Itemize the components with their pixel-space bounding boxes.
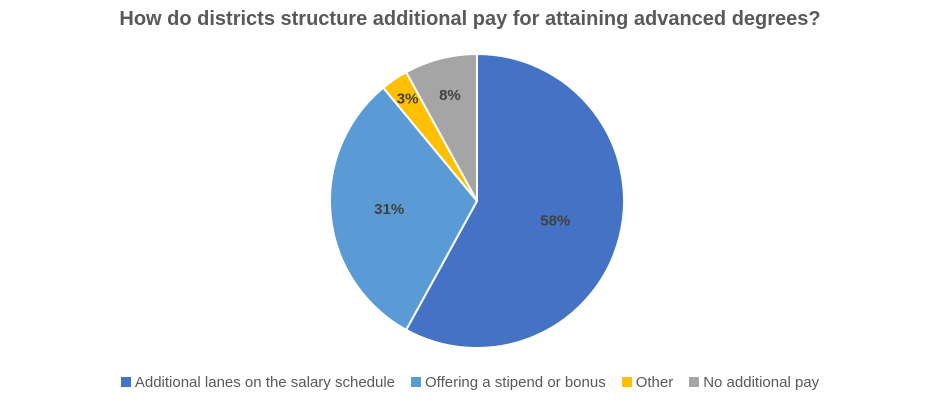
legend-label-3: No additional pay — [703, 373, 820, 391]
legend-item-1: Offering a stipend or bonus — [411, 374, 606, 391]
legend-label-2: Other — [635, 373, 674, 391]
legend-label-1: Offering a stipend or bonus — [425, 373, 606, 391]
pie-data-labels: 58% 31% 3% 8% — [374, 87, 570, 229]
pie-slice-0 — [404, 52, 625, 349]
chart-title: How do districts structure additional pa… — [119, 8, 821, 30]
legend-swatch-3 — [689, 377, 700, 387]
data-label-0: 58% — [540, 213, 570, 230]
legend-swatch-0 — [120, 377, 131, 387]
legend-swatch-2 — [621, 377, 632, 387]
data-label-1: 31% — [374, 201, 404, 218]
chart-legend: Additional lanes on the salary schedule … — [0, 370, 940, 394]
data-label-3: 8% — [439, 87, 461, 104]
legend-item-0: Additional lanes on the salary schedule — [120, 373, 396, 391]
legend-swatch-1 — [411, 377, 422, 387]
legend-label-0: Additional lanes on the salary schedule — [134, 373, 396, 391]
pie-slice-1 — [329, 86, 479, 332]
pie-slice-3 — [404, 52, 478, 202]
legend-item-3: No additional pay — [689, 374, 819, 391]
pie-slices — [329, 52, 625, 349]
legend-item-2: Other — [621, 373, 674, 391]
data-label-2: 3% — [397, 90, 419, 107]
